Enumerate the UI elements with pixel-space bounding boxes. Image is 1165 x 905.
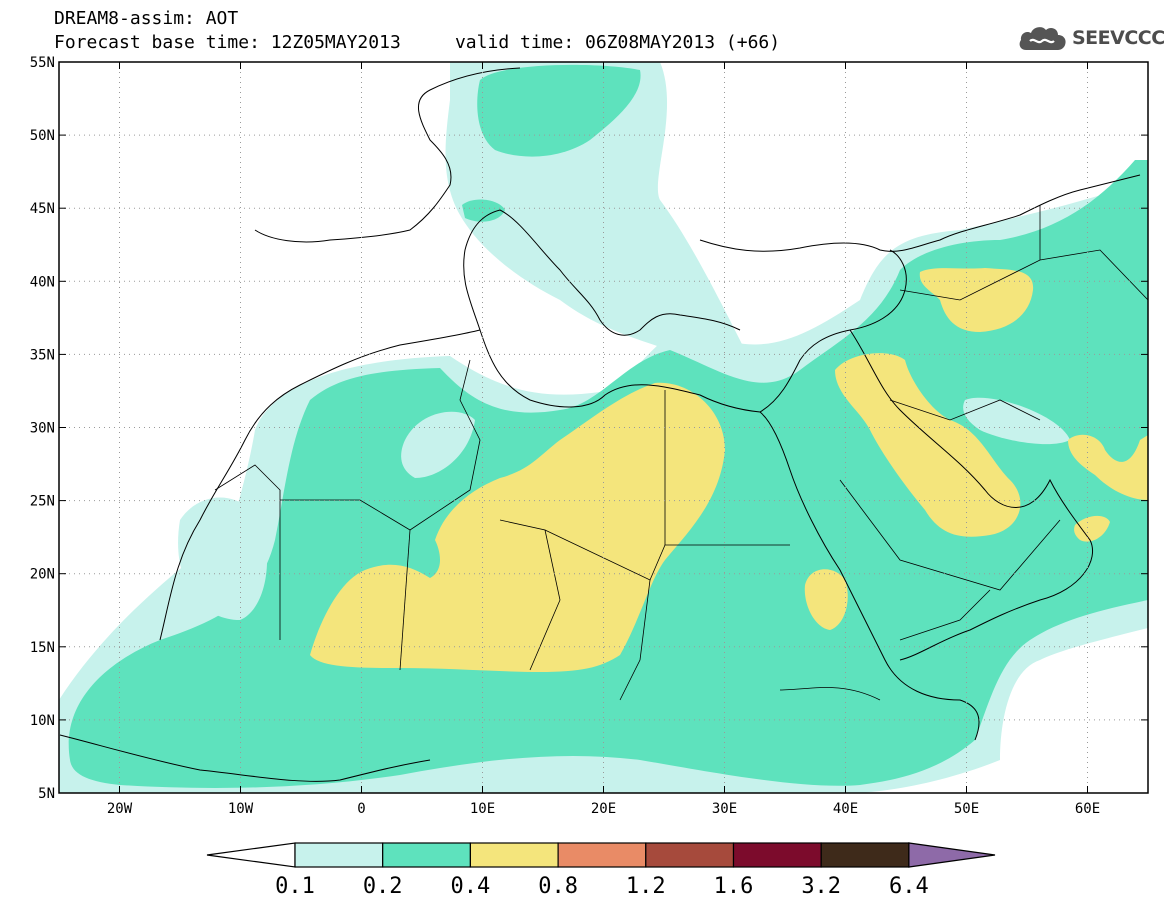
aot-contour-0.4-oman — [1074, 515, 1110, 542]
lon-label: 10E — [470, 801, 495, 817]
lat-label: 40N — [30, 274, 55, 290]
lat-label: 20N — [30, 567, 55, 583]
colorbar-swatch — [557, 842, 647, 868]
lon-label: 10W — [228, 801, 254, 817]
aot-contour-0.4-redsea — [804, 569, 848, 630]
colorbar-label: 0.1 — [275, 874, 315, 899]
latitude-labels: 55N 50N 45N 40N 35N 30N 25N 20N 15N 10N 5N — [30, 55, 55, 802]
country-borders — [214, 205, 1148, 701]
map-title: DREAM8-assim: AOT — [54, 8, 239, 29]
colorbar-swatch — [732, 842, 822, 868]
colorbar-label: 3.2 — [801, 874, 841, 899]
colorbar-swatch — [469, 842, 559, 868]
aot-contour-0.4-caspian — [919, 268, 1034, 332]
axis-ticks — [59, 61, 1148, 794]
cloud-icon — [1019, 27, 1066, 50]
aot-contour-0.2-europe — [477, 64, 641, 157]
colorbar-label: 6.4 — [889, 874, 929, 899]
lon-label: 0 — [357, 801, 365, 817]
lon-label: 50E — [954, 801, 979, 817]
aot-contour-0.4-sahara — [310, 382, 725, 672]
colorbar-label: 1.2 — [626, 874, 666, 899]
aot-contour-0.2-alps — [462, 199, 505, 222]
aot-field — [59, 62, 1148, 793]
colorbar-label: 0.4 — [451, 874, 491, 899]
aot-contour-0.4-arabia — [835, 353, 1021, 537]
lat-label: 30N — [30, 421, 55, 437]
lat-label: 45N — [30, 201, 55, 217]
lat-label: 35N — [30, 347, 55, 363]
colorbar: 0.1 0.2 0.4 0.8 1.2 1.6 3.2 6.4 — [206, 842, 996, 899]
lon-label: 60E — [1075, 801, 1100, 817]
lon-label: 20E — [591, 801, 616, 817]
colorbar-swatch — [382, 842, 472, 868]
colorbar-label: 1.6 — [714, 874, 754, 899]
coastlines — [59, 67, 1141, 782]
lat-label: 5N — [38, 786, 55, 802]
seevccc-logo: SEEVCCC — [1018, 24, 1165, 52]
lat-label: 25N — [30, 494, 55, 510]
lat-label: 50N — [30, 128, 55, 144]
graticule — [59, 61, 1148, 794]
colorbar-swatch — [294, 842, 384, 868]
colorbar-swatch — [645, 842, 735, 868]
lon-label: 30E — [712, 801, 737, 817]
colorbar-over-triangle — [908, 842, 996, 868]
colorbar-swatch — [820, 842, 910, 868]
longitude-labels: 20W 10W 0 10E 20E 30E 40E 50E 60E — [107, 801, 1100, 817]
lat-label: 10N — [30, 713, 55, 729]
colorbar-under-triangle — [206, 842, 296, 868]
aot-contour-0.4-iran — [1068, 434, 1148, 500]
lat-label: 55N — [30, 55, 55, 71]
lon-label: 40E — [833, 801, 858, 817]
forecast-time-subtitle: Forecast base time: 12Z05MAY2013 valid t… — [54, 32, 781, 53]
colorbar-label: 0.2 — [363, 874, 403, 899]
lon-label: 20W — [107, 801, 133, 817]
lat-label: 15N — [30, 640, 55, 656]
colorbar-label: 0.8 — [538, 874, 578, 899]
logo-text: SEEVCCC — [1072, 27, 1165, 49]
